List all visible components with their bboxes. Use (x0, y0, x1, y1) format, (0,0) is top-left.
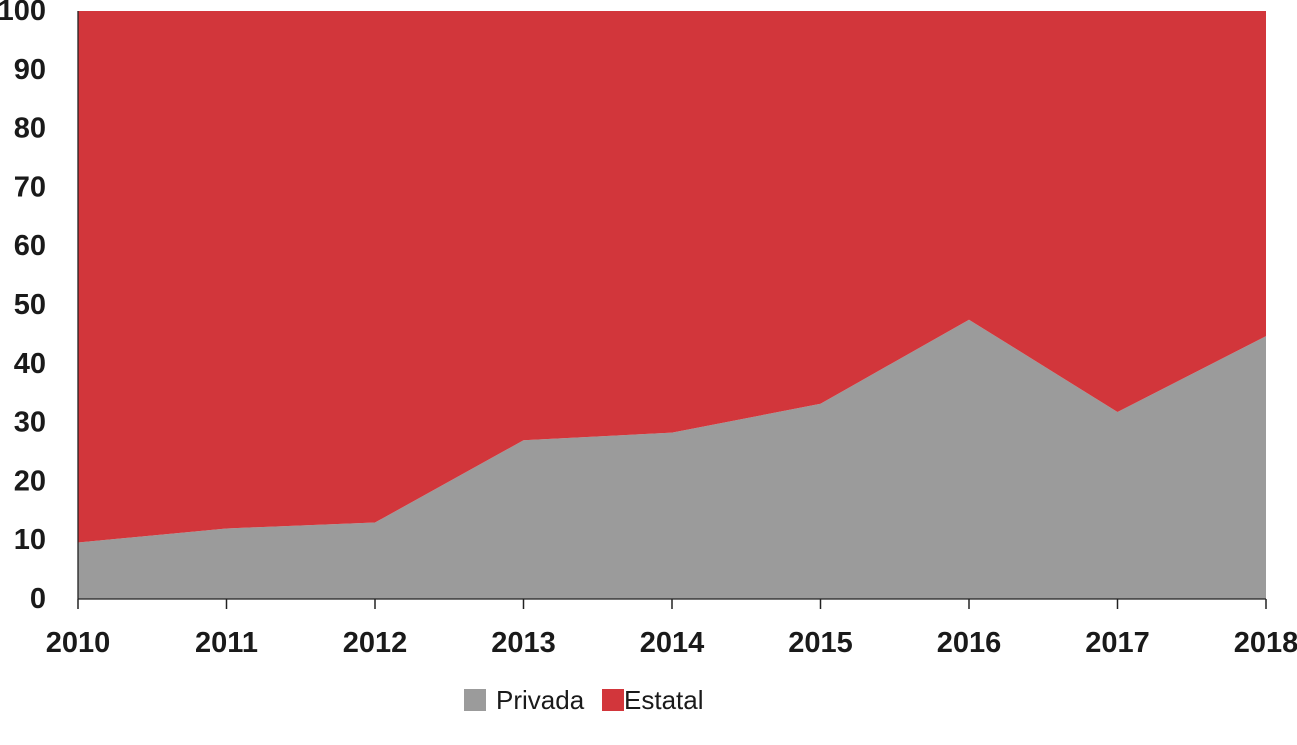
legend-swatch-privada (464, 689, 486, 711)
y-tick-label: 30 (14, 407, 46, 439)
legend-label-privada: Privada (496, 685, 585, 715)
x-tick-label: 2015 (788, 627, 853, 659)
x-tick-label: 2011 (195, 627, 258, 659)
y-tick-label: 20 (14, 465, 46, 497)
y-tick-label: 50 (14, 289, 46, 321)
y-tick-label: 60 (14, 230, 46, 262)
x-tick-label: 2014 (640, 627, 705, 659)
area-privada (78, 319, 1266, 599)
y-tick-label: 100 (0, 0, 46, 27)
x-tick-label: 2016 (937, 627, 1002, 659)
plot-areas (78, 11, 1266, 599)
x-axis-ticks: 2010 2011 2012 2013 2014 2015 2016 2017 2018 (46, 599, 1297, 659)
legend-swatch-estatal (602, 689, 624, 711)
y-axis-ticks: 0 10 20 30 40 50 60 70 80 90 100 (0, 0, 46, 615)
y-tick-label: 40 (14, 348, 46, 380)
y-tick-label: 80 (14, 113, 46, 145)
legend: Privada Estatal (464, 685, 704, 715)
y-tick-label: 70 (14, 171, 46, 203)
area-estatal (78, 11, 1266, 543)
x-tick-label: 2010 (46, 627, 111, 659)
y-tick-label: 90 (14, 54, 46, 86)
x-tick-label: 2013 (491, 627, 556, 659)
x-tick-label: 2018 (1234, 627, 1297, 659)
y-tick-label: 10 (14, 524, 46, 556)
y-tick-label: 0 (30, 583, 46, 615)
legend-label-estatal: Estatal (624, 685, 704, 715)
x-tick-label: 2017 (1085, 627, 1150, 659)
x-tick-label: 2012 (343, 627, 408, 659)
